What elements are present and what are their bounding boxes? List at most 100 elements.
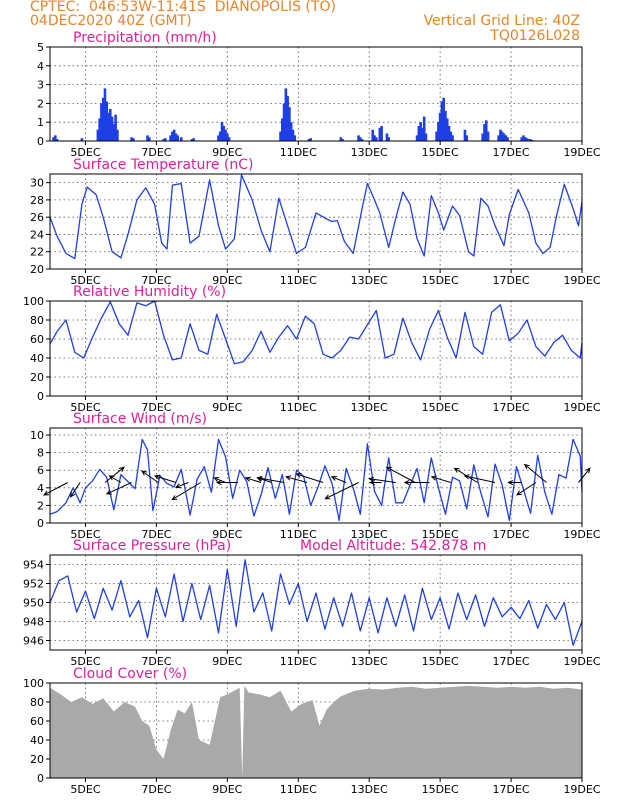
precipitation-bar (217, 135, 220, 141)
humidity-xtick-label: 13DEC (351, 401, 388, 414)
precipitation-bar (373, 135, 376, 141)
precipitation-bar (339, 137, 343, 141)
cloud-cover-ytick-label: 80 (30, 696, 44, 709)
precipitation-bar (449, 131, 453, 141)
precipitation-bar (504, 135, 508, 141)
precipitation-bar (286, 95, 289, 141)
pressure-xtick-label: 11DEC (280, 655, 317, 668)
temperature-xtick-label: 11DEC (280, 274, 317, 287)
precipitation-bar (146, 135, 149, 141)
temperature-ytick-label: 26 (30, 211, 44, 224)
precipitation-bar (499, 129, 502, 141)
pressure-ytick-label: 952 (23, 578, 44, 591)
precipitation-bar (103, 88, 107, 141)
precipitation-xtick-label: 9DEC (212, 146, 242, 159)
humidity-xtick-label: 17DEC (493, 401, 530, 414)
precipitation-bar (440, 101, 444, 141)
precipitation-bar (483, 124, 486, 141)
precipitation-bar (98, 118, 101, 141)
precipitation-bar (291, 129, 295, 141)
precipitation-ytick-label: 5 (37, 41, 44, 54)
temperature-xtick-label: 5DEC (70, 274, 100, 287)
precipitation-bar (359, 137, 362, 141)
precipitation-bar (357, 135, 360, 141)
cloud-cover-panel: 0 20 40 60 80 100 5DEC 7DEC 9DEC 11DEC 13DEC 15DEC 1… (23, 666, 601, 796)
precipitation-bar (422, 116, 426, 141)
humidity-panel: 0 20 40 60 80 100 5DEC 7DEC 9DEC 11DEC 13DEC 15DEC 1… (23, 284, 601, 414)
cloud-cover-xtick-label: 5DEC (70, 783, 100, 796)
precipitation-bar (415, 135, 419, 141)
humidity-ytick-label: 20 (30, 371, 44, 384)
precipitation-bar (481, 133, 484, 141)
precipitation-bar (110, 116, 114, 141)
wind-arrow (104, 466, 125, 483)
precipitation-bar (378, 127, 382, 141)
precipitation-bar (435, 131, 438, 141)
humidity-xtick-label: 5DEC (70, 401, 100, 414)
precipitation-bar (438, 112, 442, 141)
precipitation-bar (289, 122, 293, 141)
precipitation-bar (374, 137, 378, 141)
precipitation-xtick-label: 17DEC (493, 146, 530, 159)
precipitation-bar (220, 122, 224, 141)
precipitation-bar (114, 114, 117, 141)
pressure-xtick-label: 13DEC (351, 655, 388, 668)
wind-ytick-label: 2 (37, 499, 44, 512)
precipitation-bar (171, 131, 174, 141)
wind-arrow (69, 482, 81, 498)
humidity-xtick-label: 11DEC (280, 401, 317, 414)
pressure-ytick-label: 948 (23, 616, 44, 629)
pressure-annotation: Model Altitude: 542.878 m (300, 538, 486, 554)
cloud-cover-xtick-label: 7DEC (141, 783, 171, 796)
precipitation-bar (463, 129, 467, 141)
humidity-frame (49, 300, 583, 397)
humidity-ytick-label: 80 (30, 314, 44, 327)
precipitation-bar (419, 122, 422, 141)
pressure-xtick-label: 17DEC (493, 655, 530, 668)
precipitation-xtick-label: 15DEC (422, 146, 459, 159)
precipitation-bar (424, 133, 428, 141)
wind-xtick-label: 9DEC (212, 528, 242, 541)
precipitation-bar (500, 131, 504, 141)
pressure-ytick-label: 946 (23, 635, 44, 648)
wind-xtick-label: 17DEC (493, 528, 530, 541)
pressure-title: Surface Pressure (hPa) (73, 538, 231, 554)
precipitation-bar (190, 139, 194, 141)
precipitation-bar (279, 131, 282, 141)
pressure-ytick-label: 950 (23, 597, 44, 610)
wind-frame (49, 427, 583, 524)
wind-arrow (244, 476, 262, 483)
precipitation-bar (442, 97, 445, 141)
wind-arrow (515, 482, 537, 496)
precipitation-bar (108, 109, 112, 141)
wind-arrow (213, 477, 226, 483)
precipitation-xtick-label: 19DEC (563, 146, 600, 159)
precipitation-ytick-label: 0 (37, 135, 44, 148)
precipitation-bar (176, 135, 179, 141)
precipitation-bar (107, 112, 110, 141)
precipitation-bar (148, 137, 151, 141)
precipitation-bar (497, 135, 500, 141)
precipitation-bar (465, 135, 469, 141)
cloud-cover-xtick-label: 11DEC (280, 783, 317, 796)
wind-arrow (368, 476, 396, 483)
precipitation-bar (451, 135, 454, 141)
humidity-xtick-label: 19DEC (563, 401, 600, 414)
wind-ytick-label: 4 (37, 482, 44, 495)
temperature-ytick-label: 22 (30, 246, 44, 259)
pressure-xtick-label: 19DEC (563, 655, 600, 668)
header-station: CPTEC: 046:53W-11:41S DIANOPOLIS (TO) (30, 0, 336, 15)
pressure-xtick-label: 7DEC (141, 655, 171, 668)
temperature-ytick-label: 20 (30, 263, 44, 276)
precipitation-ytick-label: 4 (37, 60, 44, 73)
precipitation-bar (55, 139, 59, 141)
precipitation-bar (387, 137, 391, 141)
cloud-cover-ytick-label: 20 (30, 753, 44, 766)
precipitation-bar (520, 137, 524, 141)
precipitation-ytick-label: 1 (37, 116, 44, 129)
wind-arrow (330, 476, 347, 483)
temperature-ytick-label: 30 (30, 177, 44, 190)
wind-arrow (430, 475, 451, 483)
precipitation-bar (371, 129, 375, 141)
